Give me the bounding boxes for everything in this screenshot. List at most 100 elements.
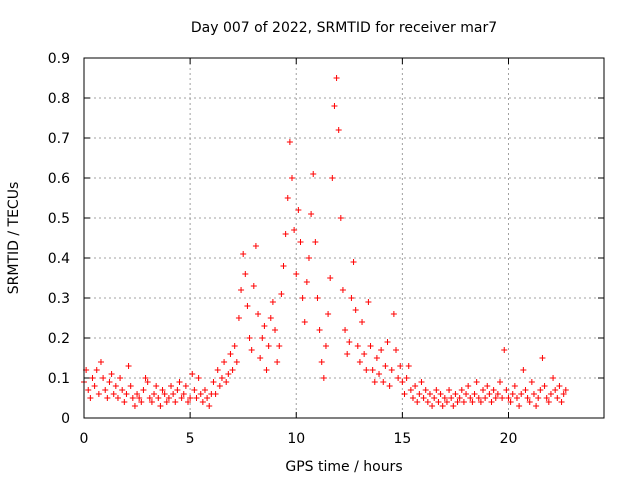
data-point xyxy=(189,371,196,377)
x-tick-label: 5 xyxy=(186,431,195,447)
data-point xyxy=(480,387,487,393)
data-point xyxy=(106,379,113,385)
data-point xyxy=(420,395,427,401)
data-point xyxy=(316,327,323,333)
data-point xyxy=(314,295,321,301)
data-point xyxy=(312,239,319,245)
data-point xyxy=(439,403,446,409)
x-tick-label: 15 xyxy=(393,431,411,447)
data-point xyxy=(539,355,546,361)
data-point xyxy=(102,387,109,393)
data-point xyxy=(276,343,283,349)
data-point xyxy=(231,343,238,349)
data-point xyxy=(469,399,476,405)
data-point xyxy=(134,391,141,397)
data-point xyxy=(545,399,552,405)
data-point xyxy=(274,359,281,365)
data-point xyxy=(528,379,535,385)
y-tick-label: 0.2 xyxy=(48,331,70,347)
data-point xyxy=(233,359,240,365)
data-point xyxy=(223,379,230,385)
data-point xyxy=(221,359,228,365)
data-point xyxy=(289,175,295,181)
data-point xyxy=(556,383,563,389)
data-point xyxy=(235,315,242,321)
data-point xyxy=(263,367,270,373)
data-point xyxy=(257,355,264,361)
data-point xyxy=(497,379,503,385)
data-point xyxy=(144,379,151,385)
data-point xyxy=(405,363,412,369)
data-point xyxy=(352,307,359,313)
data-point xyxy=(560,391,567,397)
data-point xyxy=(199,399,206,405)
data-point xyxy=(524,395,531,401)
data-point xyxy=(284,195,291,201)
x-tick-label: 20 xyxy=(500,431,518,447)
data-point xyxy=(112,383,119,389)
data-point xyxy=(388,367,395,373)
data-point xyxy=(414,399,421,405)
data-point xyxy=(153,383,160,389)
data-point xyxy=(554,395,561,401)
data-point xyxy=(505,395,512,401)
data-point xyxy=(305,255,312,261)
data-point xyxy=(272,327,279,333)
data-point xyxy=(526,399,533,405)
data-point xyxy=(185,399,191,405)
data-point xyxy=(138,399,145,405)
x-tick-label: 0 xyxy=(80,431,89,447)
data-point xyxy=(433,387,440,393)
data-point xyxy=(369,367,376,373)
data-point xyxy=(119,387,126,393)
y-tick-label: 0.9 xyxy=(48,51,70,67)
y-axis-label: SRMTID / TECUs xyxy=(6,182,22,295)
data-point xyxy=(95,391,102,397)
data-point xyxy=(463,391,470,397)
data-point xyxy=(197,391,204,397)
data-point xyxy=(129,395,136,401)
data-point xyxy=(89,375,96,381)
y-tick-label: 0.3 xyxy=(48,291,70,307)
data-point xyxy=(216,383,223,389)
data-point xyxy=(240,251,247,257)
data-point xyxy=(412,383,419,389)
data-point xyxy=(550,375,557,381)
data-point xyxy=(346,339,353,345)
data-point xyxy=(327,275,334,281)
data-point xyxy=(401,391,408,397)
data-point xyxy=(348,295,355,301)
data-points xyxy=(81,75,569,409)
data-point xyxy=(431,395,438,401)
data-point xyxy=(246,335,253,341)
data-point xyxy=(93,367,100,373)
data-point xyxy=(280,263,287,269)
ticks: 0 5 10 15 20 0 0.1 0.2 0.3 0.4 0.5 0.6 0.7 0.8 0.9 xyxy=(48,51,604,447)
data-point xyxy=(499,395,506,401)
y-tick-label: 0.7 xyxy=(48,131,70,147)
data-point xyxy=(331,103,338,109)
data-point xyxy=(168,383,175,389)
data-point xyxy=(460,399,467,405)
data-point xyxy=(114,395,121,401)
data-point xyxy=(295,207,302,213)
y-tick-label: 0 xyxy=(61,411,70,427)
data-point xyxy=(530,391,537,397)
data-point xyxy=(356,359,363,365)
data-point xyxy=(282,231,289,237)
data-point xyxy=(193,395,200,401)
data-point xyxy=(513,395,520,401)
y-tick-label: 0.4 xyxy=(48,251,70,267)
data-point xyxy=(409,395,416,401)
data-point xyxy=(123,391,130,397)
data-point xyxy=(416,391,423,397)
data-point xyxy=(503,387,510,393)
data-point xyxy=(244,303,251,309)
data-point xyxy=(547,391,554,397)
data-point xyxy=(397,363,404,369)
data-point xyxy=(395,375,402,381)
data-point xyxy=(269,299,276,305)
data-point xyxy=(486,391,493,397)
data-point xyxy=(518,391,525,397)
